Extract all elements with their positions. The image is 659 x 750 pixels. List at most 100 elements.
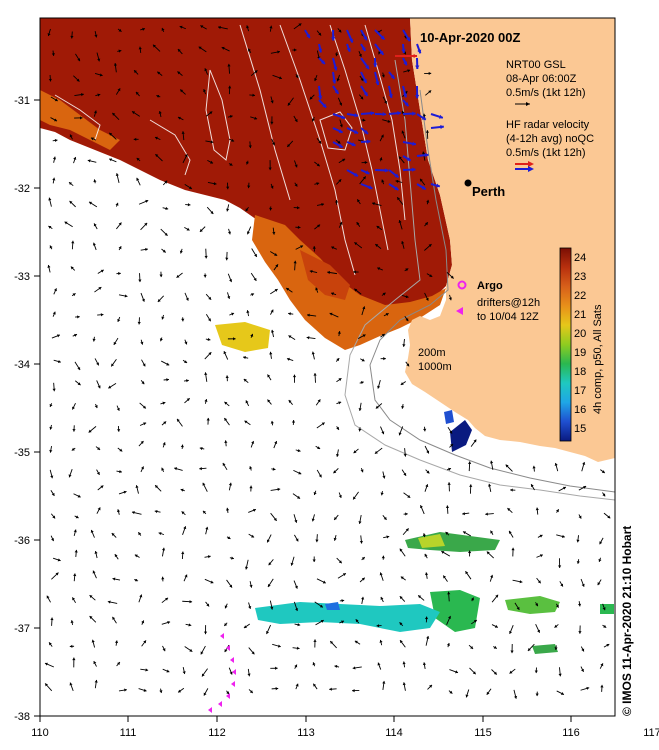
current-arrow-head: [362, 306, 366, 310]
current-arrow-head: [420, 505, 423, 509]
current-arrow-head: [273, 517, 277, 521]
current-arrow-head: [227, 63, 231, 67]
current-arrow-head: [143, 422, 147, 426]
current-arrow-head: [47, 33, 51, 37]
current-arrow-head: [313, 373, 317, 376]
current-arrow-head: [229, 584, 233, 588]
current-arrow-head: [339, 102, 343, 106]
current-arrow-head: [52, 311, 56, 315]
current-arrow-head: [399, 548, 403, 552]
current-arrow-head: [511, 547, 515, 551]
current-arrow-head: [291, 420, 296, 423]
colorbar-tick-label: 23: [574, 271, 586, 283]
current-arrow-head: [510, 650, 514, 654]
current-arrow-head: [251, 440, 255, 444]
current-arrow-head: [210, 210, 214, 214]
current-arrow-head: [266, 631, 270, 635]
current-arrow-head: [47, 265, 51, 268]
current-arrow-head: [558, 673, 562, 677]
current-arrow-head: [52, 156, 57, 160]
current-arrow-head: [228, 85, 232, 89]
current-arrow-head: [470, 597, 474, 601]
current-arrow-head: [450, 275, 454, 279]
current-arrow-head: [54, 118, 58, 122]
y-tick-label: -35: [14, 447, 30, 459]
current-arrow-head: [94, 551, 98, 554]
legend-radar-line3: 0.5m/s (1kt 12h): [506, 147, 585, 159]
current-arrow-head: [316, 182, 320, 186]
current-arrow-head: [298, 23, 302, 27]
current-arrow-head: [338, 129, 343, 134]
current-arrow-head: [112, 112, 116, 116]
current-arrow-head: [162, 648, 166, 652]
current-arrow-head: [90, 529, 94, 533]
current-arrow-head: [381, 74, 385, 78]
current-arrow-head: [554, 624, 558, 628]
current-arrow-head: [438, 114, 443, 119]
y-tick-label: -33: [14, 271, 30, 283]
current-arrow-head: [188, 623, 192, 627]
current-arrow-head: [486, 551, 490, 555]
current-arrow-head: [365, 65, 369, 70]
current-arrow-head: [355, 619, 359, 623]
current-arrow-head: [108, 385, 112, 389]
current-arrow-head: [117, 318, 121, 322]
current-arrow-head: [203, 89, 207, 93]
current-arrow-head: [77, 58, 80, 62]
current-arrow-head: [227, 231, 232, 235]
current-arrow-head: [162, 442, 166, 446]
colorbar-tick-label: 20: [574, 328, 586, 340]
current-arrow-head: [405, 512, 408, 516]
current-arrow-head: [332, 79, 337, 84]
current-arrow-head: [139, 594, 143, 598]
plot-frame: [39, 17, 616, 717]
current-arrow-head: [402, 344, 406, 347]
current-arrow-head: [218, 25, 221, 30]
current-arrow-head: [375, 405, 379, 409]
legend-model-line1: NRT00 GSL: [506, 59, 566, 71]
current-arrow-head: [311, 518, 315, 522]
current-arrow-head: [577, 603, 582, 607]
current-arrow-head: [166, 378, 169, 382]
current-arrow-head: [254, 70, 258, 74]
current-arrow-head: [509, 630, 513, 634]
current-arrow-head: [455, 670, 459, 674]
current-arrow-head: [411, 167, 416, 172]
current-arrow-head: [317, 399, 321, 403]
current-arrow-head: [92, 338, 96, 342]
current-arrow-head: [378, 51, 382, 55]
current-arrow-head: [424, 553, 428, 557]
current-arrow-head: [98, 287, 102, 290]
current-arrow-head: [366, 139, 371, 144]
current-arrow-head: [445, 505, 450, 509]
current-arrow-head: [377, 385, 381, 389]
current-arrow-head: [395, 179, 399, 183]
current-arrow-head: [71, 447, 75, 451]
current-arrow-head: [532, 465, 536, 469]
current-arrow-head: [581, 583, 585, 587]
current-arrow-head: [312, 118, 315, 122]
current-arrow-head: [181, 511, 185, 515]
current-arrow-head: [45, 683, 48, 687]
current-arrow-head: [270, 420, 274, 424]
current-arrow-head: [188, 186, 192, 189]
current-arrow-head: [69, 134, 73, 138]
current-arrow-head: [269, 25, 273, 29]
legend-model-arrow-icon: [515, 102, 530, 106]
current-arrow-head: [581, 648, 585, 652]
current-arrow-head: [602, 493, 606, 497]
current-arrow-head: [56, 334, 60, 338]
current-arrow-head: [186, 227, 190, 231]
hf-radar-arrows: [304, 29, 444, 191]
current-arrow-head: [111, 363, 115, 367]
current-arrow-head: [384, 168, 389, 173]
current-arrow-head: [244, 566, 249, 570]
current-arrow-head: [607, 515, 611, 519]
current-arrow-head: [382, 680, 386, 684]
current-arrow-head: [341, 115, 346, 120]
current-arrow-head: [358, 408, 362, 411]
current-arrow-head: [272, 467, 276, 471]
y-tick-label: -31: [14, 95, 30, 107]
current-arrow-head: [52, 515, 56, 519]
current-arrow-head: [315, 287, 319, 291]
